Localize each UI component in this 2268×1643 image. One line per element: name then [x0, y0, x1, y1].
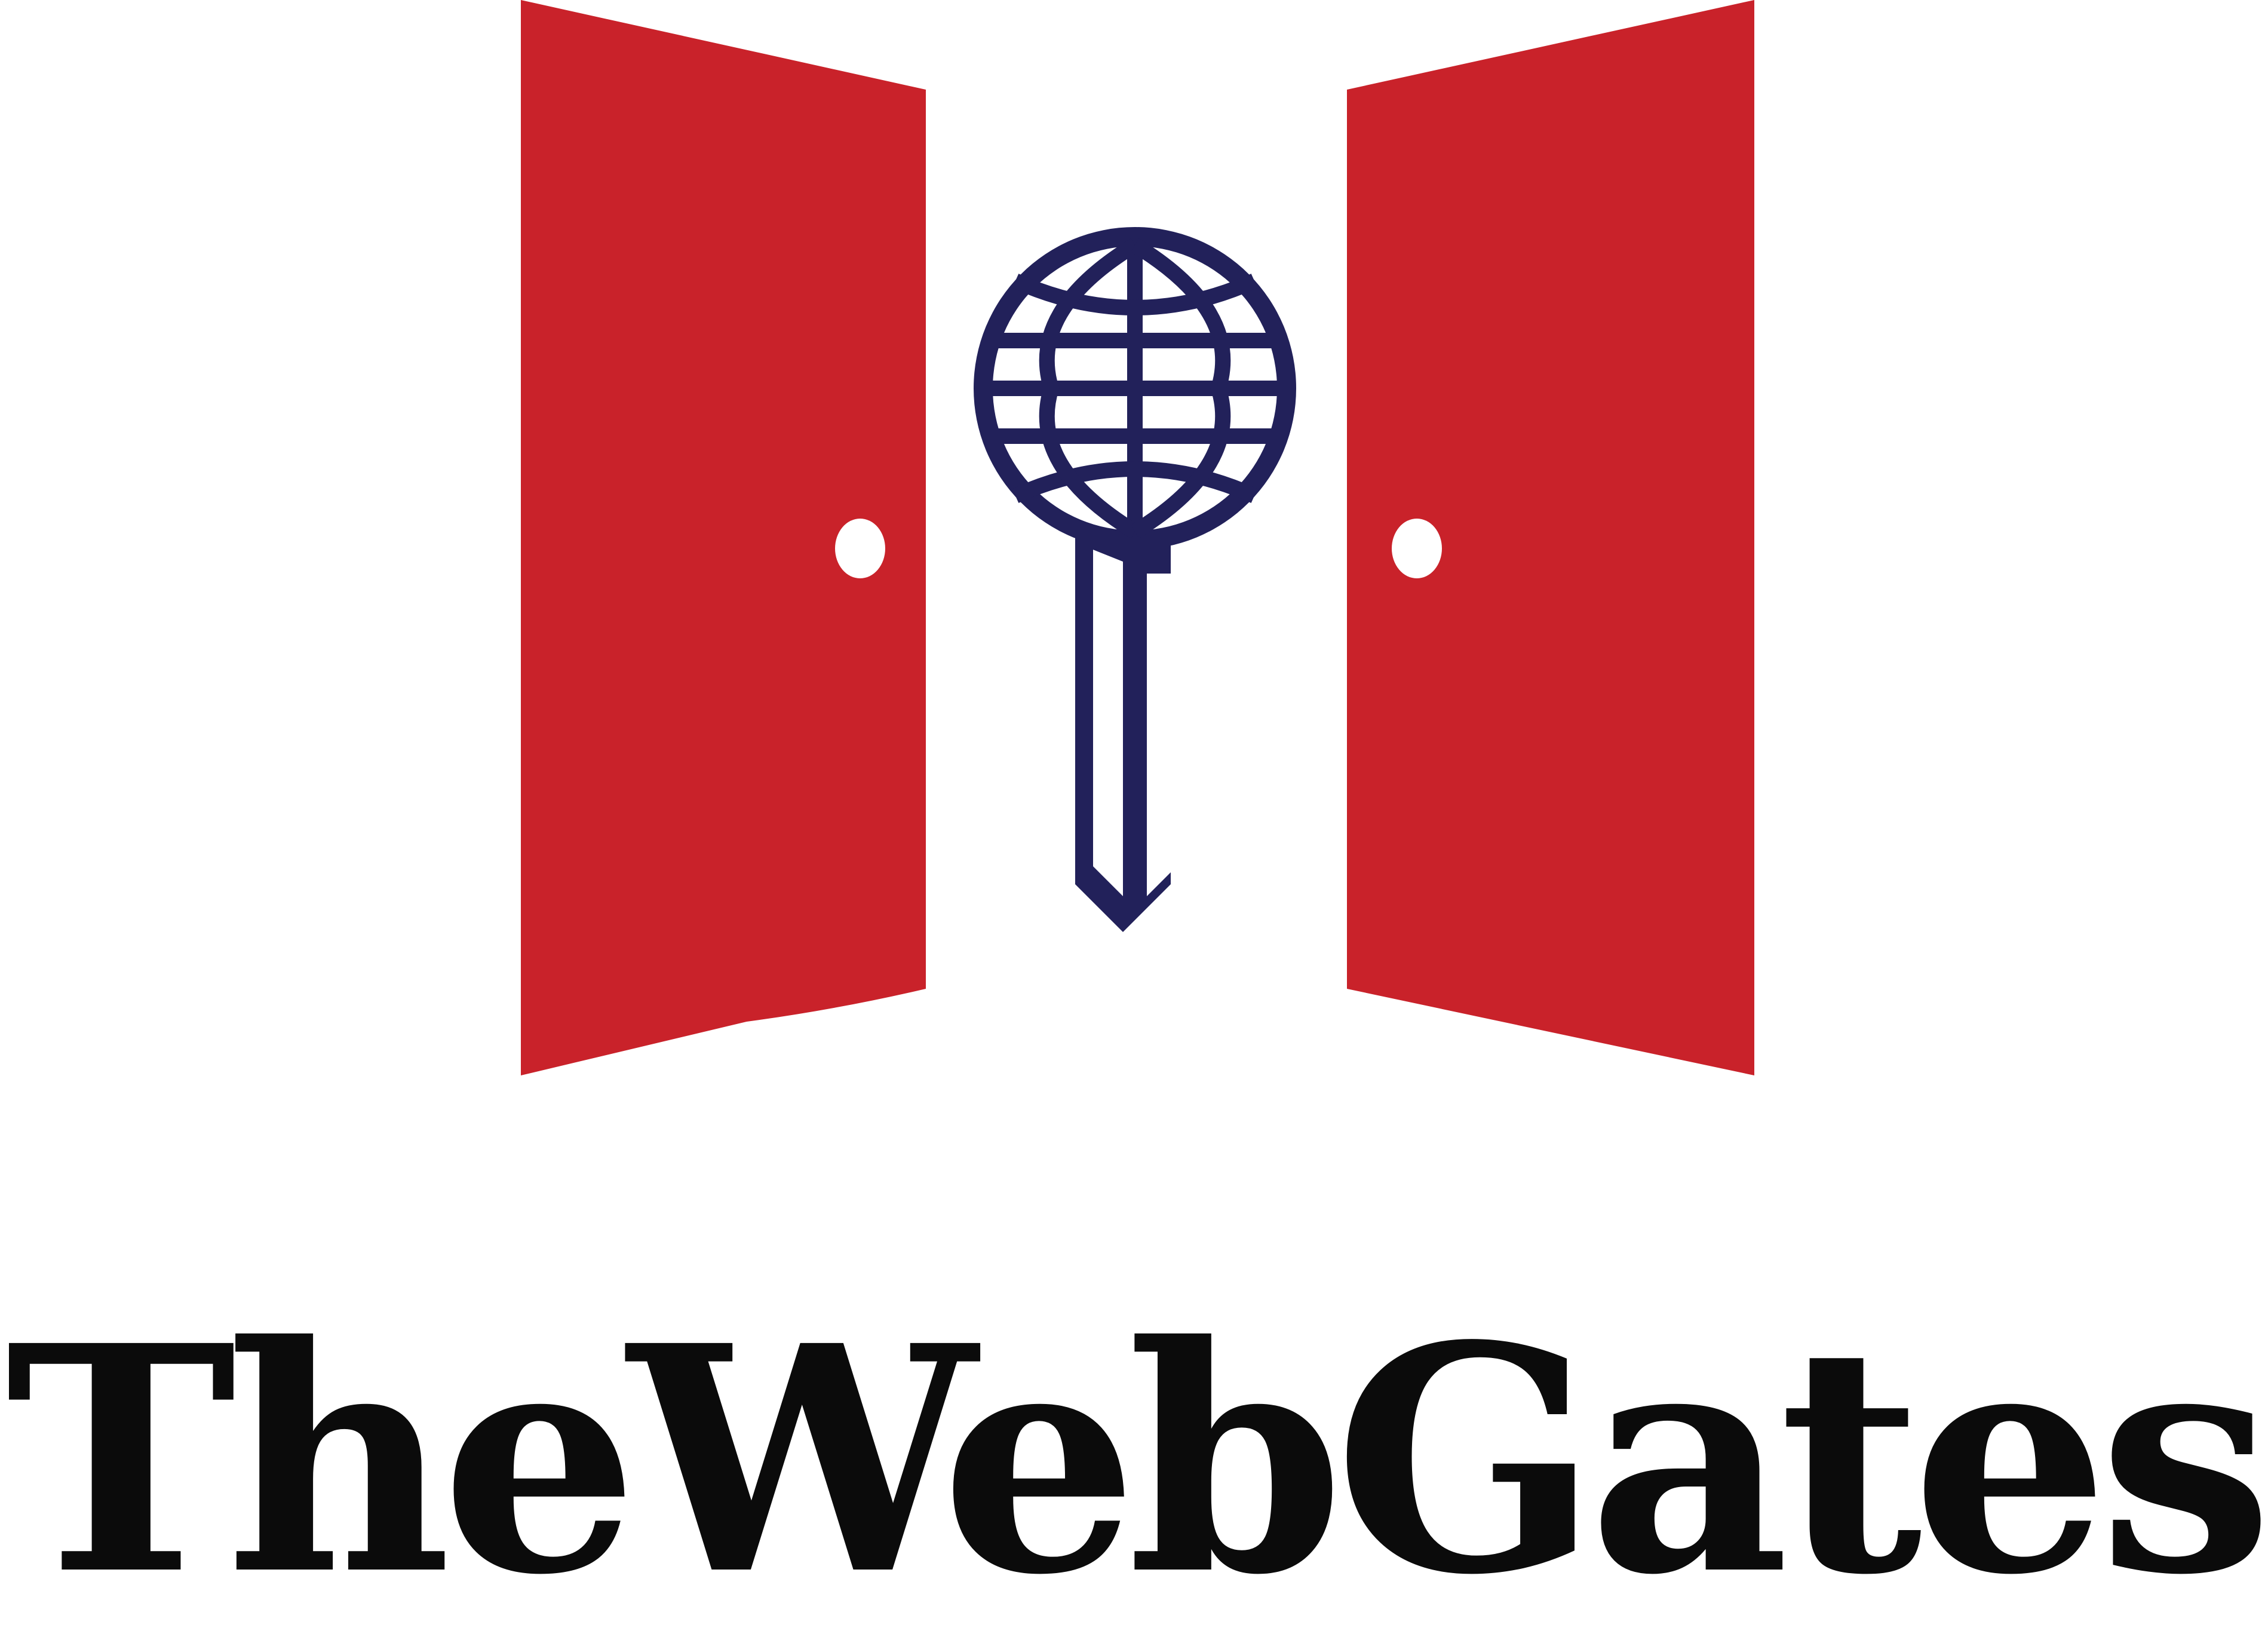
- globe-key-icon: [974, 227, 1296, 932]
- right-door-knob-icon: [1392, 519, 1442, 578]
- brand-name: TheWebGates: [5, 1278, 2268, 1643]
- logo-mark: [521, 0, 1754, 1075]
- left-door-icon: [521, 0, 926, 1075]
- left-door-knob-icon: [835, 519, 885, 578]
- right-door-icon: [1347, 0, 1754, 1075]
